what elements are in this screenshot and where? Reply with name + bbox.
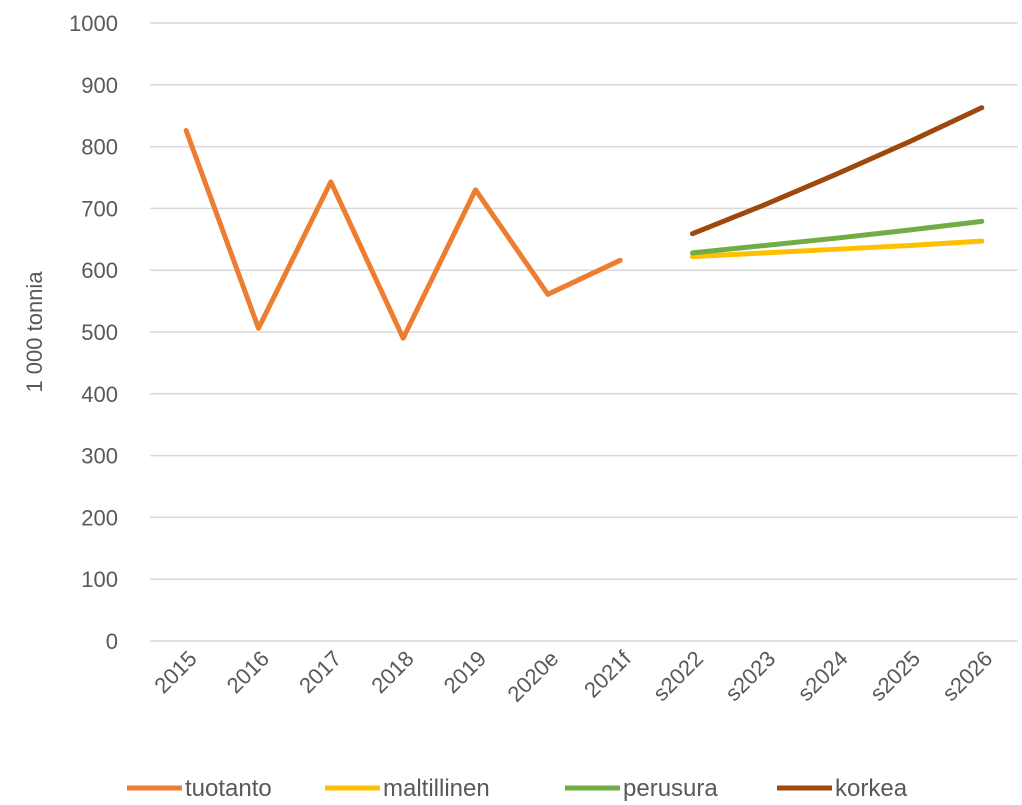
series-lines	[183, 105, 985, 341]
x-tick-label: 2021f	[579, 645, 636, 702]
x-tick-label: 2019	[439, 646, 491, 698]
series-line-korkea	[690, 105, 985, 237]
x-axis-ticks: 2015 2016 2017 2018 2019 2020e 2021f s2022 s2023…	[149, 645, 997, 707]
legend-label-tuotanto: tuotanto	[185, 775, 272, 802]
y-tick-label: 200	[81, 505, 118, 530]
y-axis-title: 1 000 tonnia	[22, 271, 47, 393]
y-tick-label: 600	[81, 258, 118, 283]
series-line-tuotanto	[183, 128, 623, 341]
x-tick-label: 2015	[149, 646, 201, 698]
y-axis-ticks: 0 100 200 300 400 500 600 700 800 900 1000	[69, 11, 118, 654]
legend: tuotanto maltillinen perusura korkea	[127, 775, 908, 802]
y-tick-label: 700	[81, 196, 118, 221]
x-tick-label: 2020e	[502, 646, 563, 707]
y-tick-label: 800	[81, 135, 118, 160]
y-tick-label: 100	[81, 567, 118, 592]
x-tick-label: s2024	[793, 646, 853, 706]
legend-label-korkea: korkea	[835, 775, 908, 802]
legend-label-maltillinen: maltillinen	[383, 775, 490, 802]
x-tick-label: s2023	[720, 646, 780, 706]
y-tick-label: 0	[106, 629, 118, 654]
y-tick-label: 300	[81, 444, 118, 469]
gridlines	[150, 22, 1018, 642]
x-tick-label: s2026	[937, 646, 997, 706]
y-tick-label: 1000	[69, 11, 118, 36]
x-tick-label: 2018	[366, 646, 418, 698]
x-tick-label: 2017	[294, 646, 346, 698]
y-tick-label: 500	[81, 320, 118, 345]
y-tick-label: 400	[81, 382, 118, 407]
x-tick-label: 2016	[222, 646, 274, 698]
x-tick-label: s2025	[865, 646, 925, 706]
x-tick-label: s2022	[648, 646, 708, 706]
legend-label-perusura: perusura	[623, 775, 718, 802]
y-tick-label: 900	[81, 73, 118, 98]
